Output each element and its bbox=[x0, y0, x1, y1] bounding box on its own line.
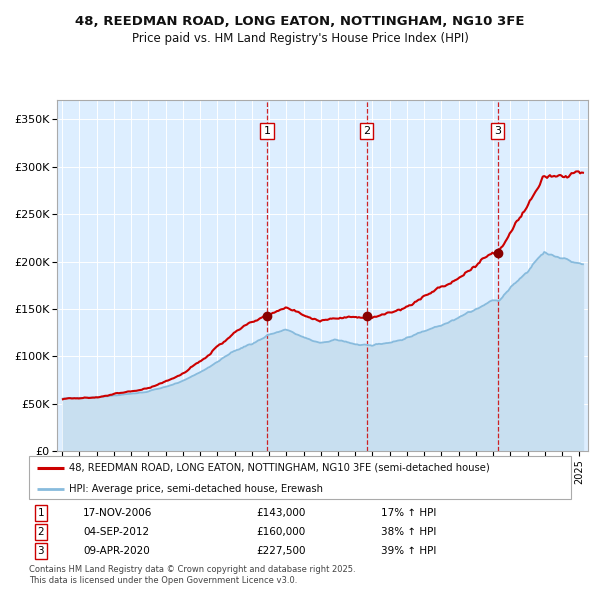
Text: HPI: Average price, semi-detached house, Erewash: HPI: Average price, semi-detached house,… bbox=[70, 484, 323, 494]
Text: £227,500: £227,500 bbox=[257, 546, 306, 556]
Text: 1: 1 bbox=[263, 126, 271, 136]
Text: 17% ↑ HPI: 17% ↑ HPI bbox=[382, 509, 437, 518]
Text: 48, REEDMAN ROAD, LONG EATON, NOTTINGHAM, NG10 3FE (semi-detached house): 48, REEDMAN ROAD, LONG EATON, NOTTINGHAM… bbox=[70, 463, 490, 473]
Text: Price paid vs. HM Land Registry's House Price Index (HPI): Price paid vs. HM Land Registry's House … bbox=[131, 32, 469, 45]
Text: 3: 3 bbox=[494, 126, 502, 136]
Text: 38% ↑ HPI: 38% ↑ HPI bbox=[382, 527, 437, 537]
Text: 17-NOV-2006: 17-NOV-2006 bbox=[83, 509, 152, 518]
Text: 39% ↑ HPI: 39% ↑ HPI bbox=[382, 546, 437, 556]
Text: 48, REEDMAN ROAD, LONG EATON, NOTTINGHAM, NG10 3FE: 48, REEDMAN ROAD, LONG EATON, NOTTINGHAM… bbox=[75, 15, 525, 28]
FancyBboxPatch shape bbox=[29, 456, 571, 499]
Text: 3: 3 bbox=[37, 546, 44, 556]
Text: £160,000: £160,000 bbox=[257, 527, 306, 537]
Text: 09-APR-2020: 09-APR-2020 bbox=[83, 546, 150, 556]
Text: Contains HM Land Registry data © Crown copyright and database right 2025.
This d: Contains HM Land Registry data © Crown c… bbox=[29, 565, 355, 585]
Text: 04-SEP-2012: 04-SEP-2012 bbox=[83, 527, 149, 537]
Text: £143,000: £143,000 bbox=[257, 509, 306, 518]
Text: 2: 2 bbox=[363, 126, 370, 136]
Text: 1: 1 bbox=[37, 509, 44, 518]
Text: 2: 2 bbox=[37, 527, 44, 537]
